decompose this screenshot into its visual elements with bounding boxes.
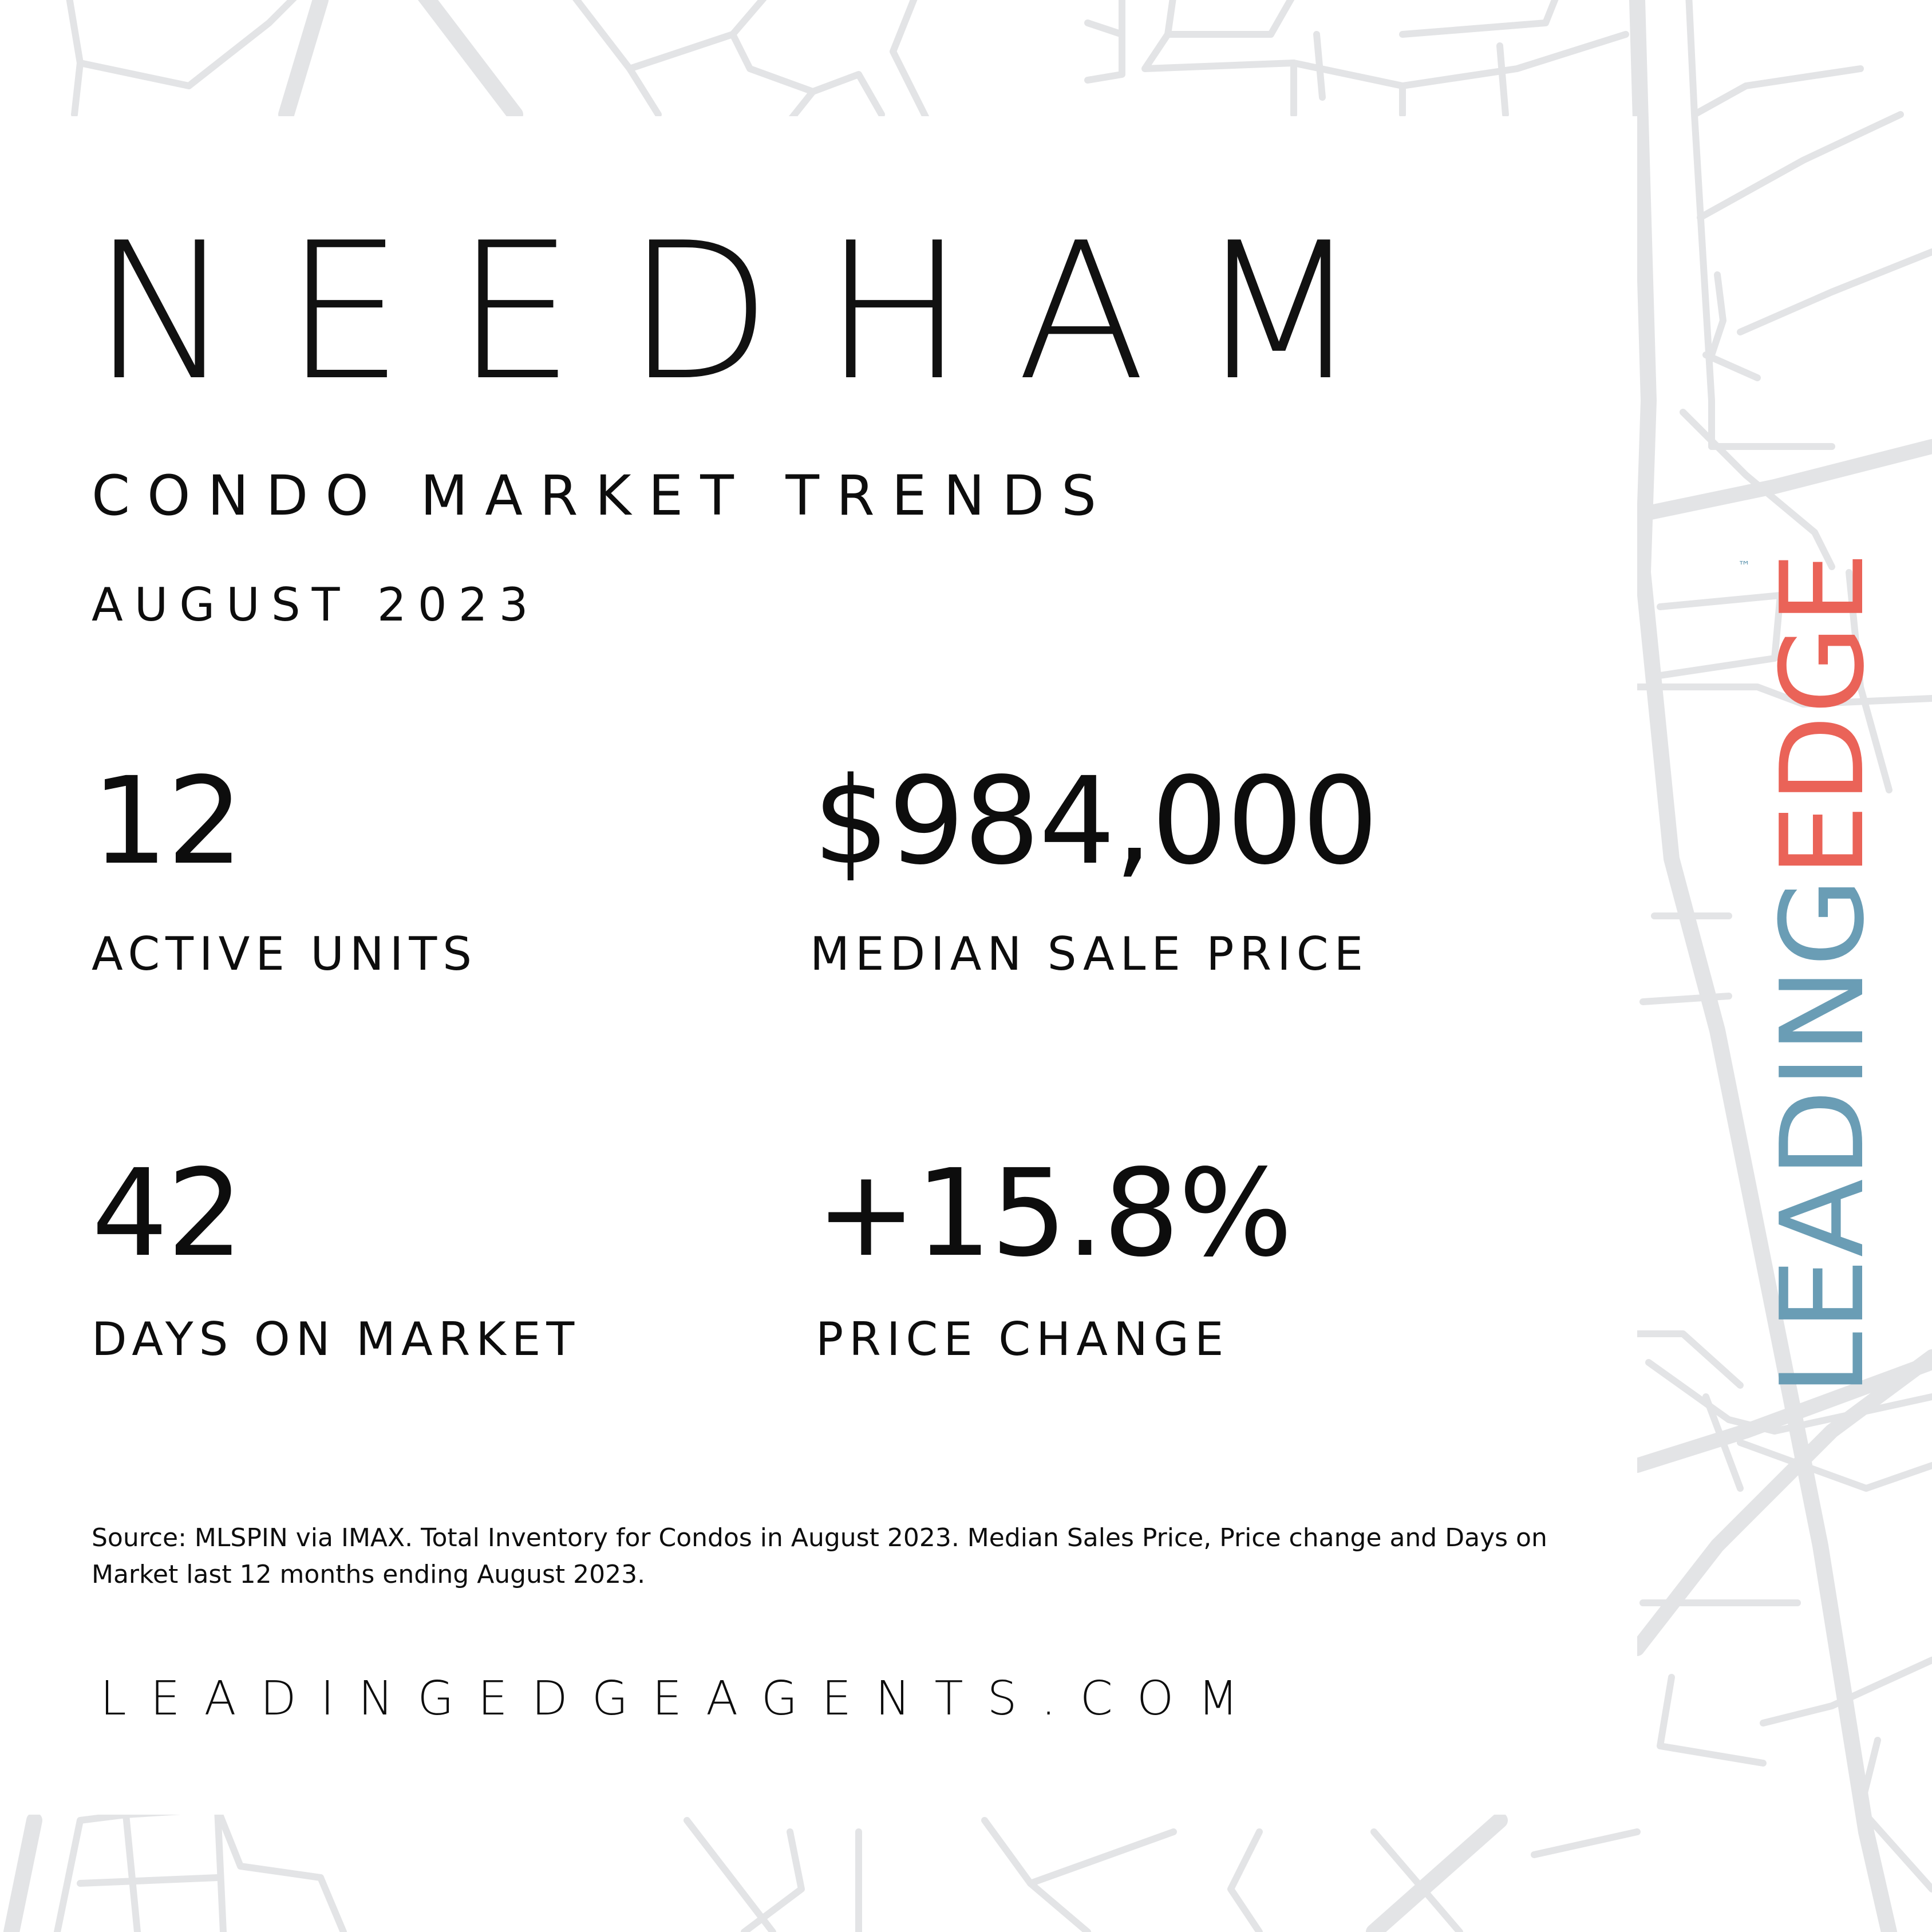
report-period: AUGUST 2023	[92, 578, 540, 631]
source-note: Source: MLSPIN via IMAX. Total Inventory…	[92, 1523, 1547, 1589]
days-on-market-label: DAYS ON MARKET	[92, 1313, 580, 1366]
price-change-value: +15.8%	[816, 1143, 1293, 1283]
content-card	[0, 116, 1637, 1815]
logo-edge-text: EDGE	[1756, 551, 1890, 877]
report-subtitle: CONDO MARKET TRENDS	[92, 464, 1114, 528]
days-on-market-value: 42	[92, 1143, 243, 1283]
median-sale-price-value: $984,000	[813, 751, 1378, 891]
active-units-value: 12	[92, 751, 243, 891]
leading-edge-logo: LEADINGEDGE	[1756, 551, 1890, 1396]
website-link[interactable]: LEADINGEDGEAGENTS.COM	[100, 1672, 1263, 1726]
active-units-label: ACTIVE UNITS	[92, 927, 477, 981]
page-title: NEEDHAM	[92, 202, 1412, 422]
price-change-label: PRICE CHANGE	[816, 1313, 1230, 1366]
logo-leading-text: LEADING	[1756, 876, 1890, 1396]
trademark-mark: ™	[1738, 559, 1751, 574]
median-sale-price-label: MEDIAN SALE PRICE	[810, 927, 1369, 981]
